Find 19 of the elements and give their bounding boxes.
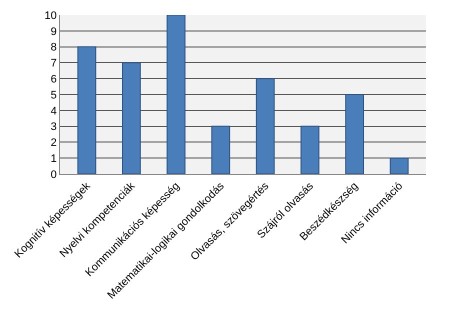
bar (211, 126, 230, 174)
bar (77, 46, 96, 174)
bar (300, 126, 320, 174)
y-tick-label: 6 (50, 73, 57, 86)
bar (390, 158, 409, 174)
y-tick-label: 3 (50, 121, 57, 134)
bar (345, 94, 364, 174)
y-tick-label: 7 (50, 58, 57, 70)
bar (166, 15, 186, 174)
y-tick-label: 2 (50, 137, 57, 150)
y-tick-label: 0 (50, 168, 57, 181)
y-tick-label: 8 (50, 42, 57, 54)
bar (256, 78, 275, 174)
y-tick-label: 10 (44, 10, 57, 22)
y-tick-label: 9 (50, 26, 57, 38)
y-tick-label: 1 (50, 152, 57, 165)
bar (122, 62, 141, 174)
y-tick-label: 5 (50, 89, 57, 102)
y-tick-label: 4 (50, 105, 57, 118)
